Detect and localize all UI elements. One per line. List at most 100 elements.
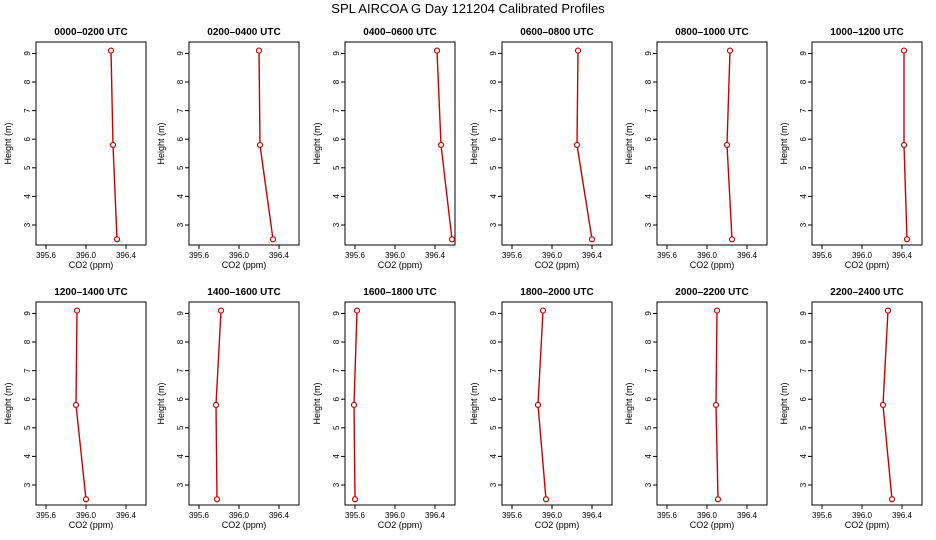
panel-10: 1800–2000 UTC 395.6 396.0 396.4 3 4 5 6 7 8 9 CO2 (… bbox=[469, 287, 613, 530]
y-tick-label: 8 bbox=[332, 339, 341, 344]
plot-frame bbox=[188, 41, 300, 246]
x-tick-label: 395.6 bbox=[812, 251, 833, 260]
y-tick-label: 4 bbox=[644, 454, 653, 459]
x-tick-label: 396.4 bbox=[269, 511, 290, 520]
y-tick-label: 5 bbox=[799, 425, 808, 430]
panel-title: 1200–1400 UTC bbox=[54, 287, 127, 298]
y-tick-label: 3 bbox=[23, 482, 32, 487]
plot-frame bbox=[344, 301, 456, 506]
y-tick-label: 9 bbox=[489, 311, 498, 316]
y-tick-label: 5 bbox=[489, 165, 498, 170]
y-tick-label: 9 bbox=[332, 311, 341, 316]
y-tick-label: 8 bbox=[176, 339, 185, 344]
y-tick-label: 6 bbox=[23, 136, 32, 141]
y-tick-label: 3 bbox=[489, 222, 498, 227]
x-tick-label: 396.0 bbox=[385, 251, 406, 260]
x-tick-label: 396.4 bbox=[116, 511, 137, 520]
panel-12: 2200–2400 UTC 395.6 396.0 396.4 3 4 5 6 7 8 9 CO2 (… bbox=[779, 287, 923, 530]
y-axis-label: Height (m) bbox=[3, 122, 13, 164]
panel-title: 1800–2000 UTC bbox=[520, 287, 593, 298]
x-tick-label: 396.4 bbox=[425, 251, 446, 260]
plot-frame bbox=[501, 301, 613, 506]
plot-frame bbox=[811, 41, 923, 246]
y-tick-label: 4 bbox=[176, 454, 185, 459]
y-axis-label: Height (m) bbox=[156, 382, 166, 424]
data-point bbox=[269, 236, 277, 243]
data-point bbox=[212, 401, 220, 409]
data-point bbox=[109, 141, 117, 149]
y-tick-label: 3 bbox=[799, 482, 808, 487]
data-point bbox=[350, 401, 358, 409]
data-point bbox=[713, 307, 721, 314]
x-tick-label: 396.0 bbox=[852, 511, 873, 520]
plot-frame bbox=[656, 41, 768, 246]
y-tick-label: 9 bbox=[23, 51, 32, 56]
data-point bbox=[588, 236, 596, 243]
x-tick-label: 395.6 bbox=[36, 251, 57, 260]
panel-1: 0000–0200 UTC 395.6 396.0 396.4 3 4 5 6 7 8 9 CO2 (… bbox=[3, 27, 147, 270]
y-tick-label: 5 bbox=[176, 425, 185, 430]
data-point bbox=[82, 496, 90, 503]
y-tick-label: 9 bbox=[23, 311, 32, 316]
data-point bbox=[213, 496, 221, 503]
data-point bbox=[107, 47, 115, 54]
y-tick-label: 9 bbox=[176, 311, 185, 316]
panel-title: 0000–0200 UTC bbox=[54, 27, 127, 38]
x-tick-label: 396.4 bbox=[425, 511, 446, 520]
panel-title: 2000–2200 UTC bbox=[675, 287, 748, 298]
y-tick-label: 8 bbox=[23, 339, 32, 344]
y-tick-label: 9 bbox=[176, 51, 185, 56]
y-tick-label: 5 bbox=[23, 165, 32, 170]
y-tick-label: 5 bbox=[332, 165, 341, 170]
y-axis-label: Height (m) bbox=[624, 122, 634, 164]
y-tick-label: 9 bbox=[489, 51, 498, 56]
y-tick-label: 3 bbox=[176, 222, 185, 227]
y-tick-label: 3 bbox=[332, 482, 341, 487]
panel-5: 0800–1000 UTC 395.6 396.0 396.4 3 4 5 6 7 8 9 CO2 (… bbox=[624, 27, 768, 270]
panel-title: 2200–2400 UTC bbox=[830, 287, 903, 298]
x-tick-label: 396.0 bbox=[76, 511, 97, 520]
data-point bbox=[351, 496, 359, 503]
y-tick-label: 6 bbox=[799, 396, 808, 401]
y-axis-label: Height (m) bbox=[469, 382, 479, 424]
y-tick-label: 6 bbox=[176, 136, 185, 141]
data-point bbox=[539, 307, 547, 314]
y-tick-label: 4 bbox=[644, 194, 653, 199]
data-point bbox=[900, 141, 908, 149]
x-tick-label: 395.6 bbox=[812, 511, 833, 520]
x-tick-label: 396.4 bbox=[116, 251, 137, 260]
y-tick-label: 4 bbox=[332, 194, 341, 199]
x-tick-label: 396.4 bbox=[582, 251, 603, 260]
data-point bbox=[903, 236, 911, 243]
y-tick-label: 7 bbox=[489, 368, 498, 373]
x-tick-label: 395.6 bbox=[189, 511, 210, 520]
plot-frame bbox=[344, 41, 456, 246]
y-tick-label: 9 bbox=[644, 51, 653, 56]
data-point bbox=[353, 307, 361, 314]
data-point bbox=[72, 401, 80, 409]
x-tick-label: 396.4 bbox=[737, 511, 758, 520]
y-tick-label: 7 bbox=[176, 368, 185, 373]
y-tick-label: 9 bbox=[799, 51, 808, 56]
x-tick-label: 396.0 bbox=[229, 251, 250, 260]
y-tick-label: 6 bbox=[332, 136, 341, 141]
y-tick-label: 7 bbox=[489, 108, 498, 113]
panel-title: 1400–1600 UTC bbox=[207, 287, 280, 298]
data-point bbox=[726, 47, 734, 54]
y-tick-label: 6 bbox=[176, 396, 185, 401]
plot-frame bbox=[35, 41, 147, 246]
y-axis-label: Height (m) bbox=[469, 122, 479, 164]
y-tick-label: 7 bbox=[799, 368, 808, 373]
data-point bbox=[888, 496, 896, 503]
y-tick-label: 8 bbox=[332, 79, 341, 84]
plot-frame bbox=[188, 301, 300, 506]
y-tick-label: 6 bbox=[332, 396, 341, 401]
panels-grid: 0000–0200 UTC 395.6 396.0 396.4 3 4 5 6 7 8 9 CO2 (… bbox=[3, 27, 923, 530]
y-tick-label: 7 bbox=[23, 108, 32, 113]
x-axis-label: CO2 (ppm) bbox=[690, 260, 735, 270]
data-point bbox=[712, 401, 720, 409]
plot-frame bbox=[811, 301, 923, 506]
y-tick-label: 8 bbox=[176, 79, 185, 84]
y-axis-label: Height (m) bbox=[779, 122, 789, 164]
